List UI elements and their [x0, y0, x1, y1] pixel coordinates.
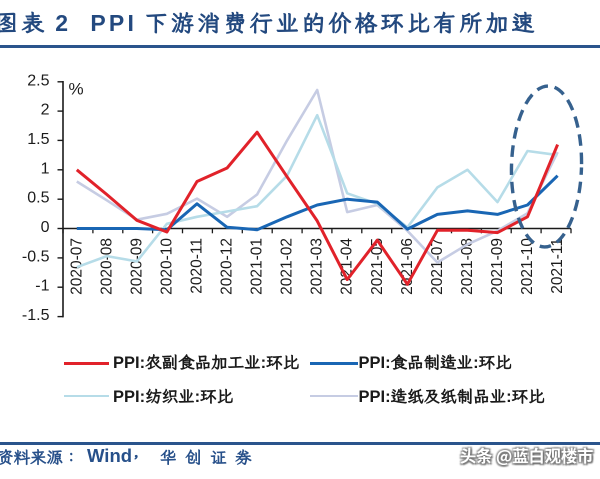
svg-text:2021-10: 2021-10 [519, 238, 536, 295]
svg-text:2021-04: 2021-04 [339, 238, 356, 295]
svg-text:-1: -1 [35, 278, 49, 295]
svg-text:2.5: 2.5 [27, 72, 49, 89]
svg-text:0: 0 [41, 219, 50, 236]
svg-text:2021-07: 2021-07 [429, 238, 446, 295]
svg-text:2021-09: 2021-09 [489, 238, 506, 295]
svg-text:0.5: 0.5 [27, 190, 49, 207]
svg-text:2020-12: 2020-12 [219, 238, 236, 295]
svg-text:2020-08: 2020-08 [98, 238, 115, 295]
svg-text:2021-01: 2021-01 [249, 238, 266, 295]
svg-text:1: 1 [41, 160, 50, 177]
svg-text:2021-08: 2021-08 [459, 238, 476, 295]
svg-text:2020-11: 2020-11 [189, 238, 206, 294]
svg-text:2020-10: 2020-10 [158, 238, 175, 295]
svg-text:%: % [69, 80, 84, 99]
svg-text:2021-02: 2021-02 [279, 238, 296, 295]
svg-text:2021-03: 2021-03 [309, 238, 326, 295]
svg-text:-0.5: -0.5 [22, 248, 50, 265]
svg-text:2021-05: 2021-05 [369, 238, 386, 295]
svg-text:-1.5: -1.5 [22, 307, 50, 324]
svg-text:1.5: 1.5 [27, 131, 49, 148]
svg-text:2021-06: 2021-06 [399, 238, 416, 295]
svg-text:2021-11: 2021-11 [549, 238, 566, 294]
svg-text:2: 2 [41, 102, 50, 119]
svg-text:2020-09: 2020-09 [128, 238, 145, 295]
